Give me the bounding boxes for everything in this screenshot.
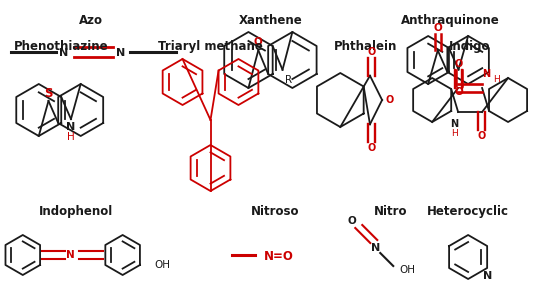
Text: O: O (433, 23, 442, 33)
Text: Indophenol: Indophenol (39, 205, 113, 218)
Text: Phenothiazine: Phenothiazine (13, 40, 108, 53)
Text: O: O (368, 47, 376, 57)
Text: O: O (478, 131, 486, 141)
Text: Azo: Azo (79, 14, 103, 27)
Text: Triaryl methane: Triaryl methane (158, 40, 263, 53)
Text: Xanthene: Xanthene (239, 14, 302, 27)
Text: N: N (482, 69, 490, 79)
Text: N: N (116, 48, 125, 58)
Text: S: S (44, 87, 53, 100)
Text: Nitroso: Nitroso (251, 205, 300, 218)
Text: N: N (67, 122, 75, 132)
Text: N: N (450, 119, 458, 129)
Text: N: N (59, 48, 68, 58)
Text: O: O (254, 37, 263, 47)
Text: Nitro: Nitro (373, 205, 407, 218)
Text: O: O (368, 143, 376, 153)
Text: H: H (451, 129, 458, 138)
Text: Heterocyclic: Heterocyclic (427, 205, 509, 218)
Text: N: N (371, 243, 380, 253)
Text: OH: OH (399, 265, 415, 275)
Text: H: H (67, 132, 75, 142)
Text: O: O (454, 59, 462, 69)
Text: Phthalein: Phthalein (334, 40, 397, 53)
Text: Anthraquinone: Anthraquinone (401, 14, 499, 27)
Text: OH: OH (154, 260, 170, 270)
Text: Indigo: Indigo (449, 40, 491, 53)
Text: R: R (285, 75, 292, 85)
Text: N=O: N=O (263, 249, 293, 263)
Text: O: O (386, 95, 394, 105)
Text: H: H (493, 75, 499, 85)
Text: N: N (67, 250, 75, 260)
Text: N: N (482, 271, 492, 281)
Text: O: O (348, 216, 356, 226)
Text: O: O (454, 87, 463, 97)
